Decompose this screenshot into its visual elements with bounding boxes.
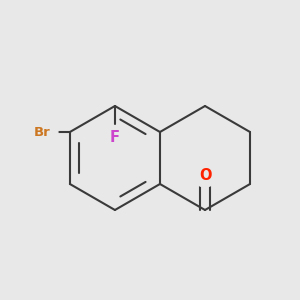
Text: F: F [110,130,120,146]
Circle shape [26,116,58,148]
Text: Br: Br [34,125,50,139]
Circle shape [103,126,127,150]
Text: O: O [199,167,211,182]
Circle shape [193,163,217,187]
